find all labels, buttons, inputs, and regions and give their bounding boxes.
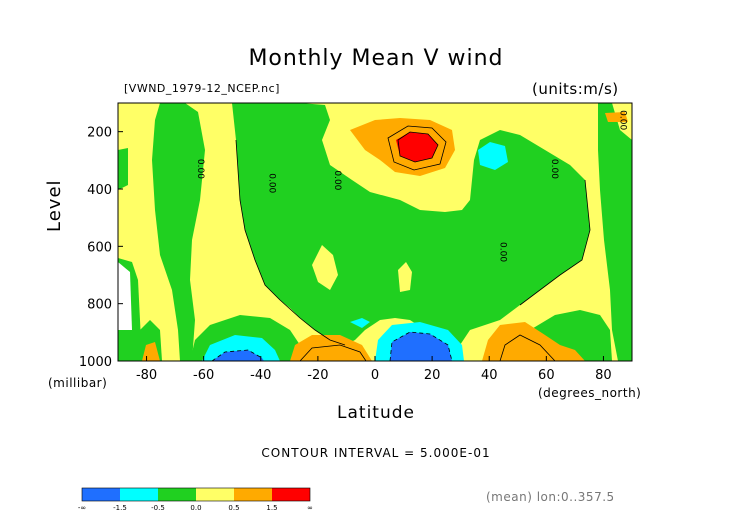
y-tick-label: 1000	[79, 355, 112, 370]
contour-label: 0.00	[549, 159, 559, 179]
region-green	[152, 103, 205, 361]
contour-label: 0.00	[498, 242, 508, 262]
x-tick-label: 60	[538, 368, 555, 383]
contour-labels: 0.00 0.00 0.00 0.00 0.00 0.00	[195, 110, 628, 262]
footer-note: (mean) lon:0..357.5	[486, 490, 615, 504]
colorbar-boxes	[81, 487, 311, 502]
region-orange	[605, 112, 628, 122]
colorbar-swatch	[120, 488, 158, 501]
region-cyan	[350, 318, 370, 328]
contour-interval-text: CONTOUR INTERVAL = 5.000E-01	[261, 446, 491, 460]
x-axis-unit: (degrees_north)	[538, 386, 642, 400]
x-tick-label: 80	[595, 368, 612, 383]
colorbar-labels: -∞ -1.5 -0.5 0.0 0.5 1.5 ∞	[78, 504, 313, 512]
region-blue	[390, 332, 452, 361]
x-tick-label: -80	[136, 368, 157, 383]
colorbar-label: -1.5	[113, 504, 127, 512]
colorbar-label: -∞	[78, 504, 86, 512]
x-tick-label: 0	[371, 368, 379, 383]
x-tick-label: -20	[307, 368, 328, 383]
contour-fill-layer	[118, 103, 632, 361]
contour-line	[387, 125, 447, 171]
contour-line	[299, 344, 367, 361]
region-white-missing	[118, 262, 132, 330]
y-tick-label: 200	[87, 126, 112, 141]
colorbar-frame	[81, 487, 311, 502]
file-label: [VWND_1979-12_NCEP.nc]	[124, 82, 280, 95]
colorbar-swatch	[158, 488, 196, 501]
contour-line	[211, 349, 263, 361]
contour-label: 0.00	[266, 173, 276, 193]
contour-label: 0.00	[332, 170, 342, 190]
region-red	[396, 132, 438, 162]
contour-label: 0.00	[618, 110, 628, 130]
contour-label: 0.00	[195, 159, 205, 179]
colorbar-label: 1.5	[266, 504, 277, 512]
contour-line	[519, 179, 591, 306]
x-axis-ticks: -80 -60 -40 -20 0 20 40 60 80	[136, 356, 612, 383]
contour-line	[499, 334, 556, 361]
region-yellow	[398, 262, 412, 292]
contour-line	[389, 331, 453, 361]
region-green	[118, 148, 128, 190]
colorbar-swatch	[234, 488, 272, 501]
units-label: (units:m/s)	[532, 80, 619, 98]
colorbar-swatch	[272, 488, 310, 501]
region-cyan	[478, 142, 508, 170]
x-tick-label: -40	[250, 368, 271, 383]
y-tick-label: 600	[87, 240, 112, 255]
contour-line	[397, 131, 439, 163]
colorbar-swatch	[82, 488, 120, 501]
y-tick-label: 400	[87, 183, 112, 198]
region-orange	[290, 335, 372, 361]
region-blue	[212, 350, 264, 361]
x-axis-label: Latitude	[337, 403, 415, 423]
region-green	[598, 103, 632, 361]
contour-line	[235, 139, 346, 346]
y-axis-ticks: 200 400 600 800 1000	[79, 126, 123, 370]
x-tick-label: -60	[193, 368, 214, 383]
x-tick-label: 20	[424, 368, 441, 383]
y-tick-label: 800	[87, 298, 112, 313]
region-yellow	[312, 245, 338, 290]
y-axis-unit: (millibar)	[48, 376, 108, 390]
contour-lines	[211, 125, 591, 361]
colorbar-label: 0.5	[228, 504, 239, 512]
colorbar-label: 0.0	[190, 504, 201, 512]
colorbar-label: ∞	[307, 504, 313, 512]
chart-title: Monthly Mean V wind	[248, 46, 504, 71]
colorbar-label: -0.5	[151, 504, 165, 512]
x-tick-label: 40	[481, 368, 498, 383]
colorbar-swatch	[196, 488, 234, 501]
